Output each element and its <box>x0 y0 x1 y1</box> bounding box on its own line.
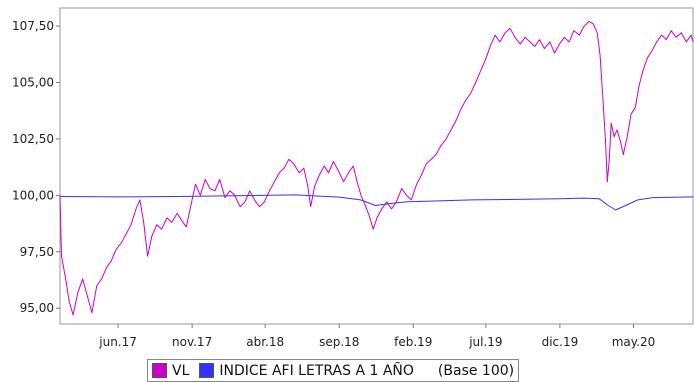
x-tick-label: jun.17 <box>98 335 137 349</box>
legend-label-indice: INDICE AFI LETRAS A 1 AÑO <box>219 362 414 379</box>
plot-area <box>59 7 694 325</box>
series-line-indice <box>59 194 694 211</box>
y-tick-label: 105,00 <box>12 75 54 89</box>
x-axis-ticks: jun.17 nov.17 abr.18 sep.18 feb.19 jul.19 dic.… <box>98 324 655 349</box>
y-tick-label: 100,00 <box>12 188 54 202</box>
legend-item-vl: VL <box>152 363 189 379</box>
series-line-vl <box>59 21 694 316</box>
x-tick-label: sep.18 <box>319 335 359 349</box>
x-tick-label: may.20 <box>612 335 656 349</box>
x-tick-label: jul.19 <box>468 335 502 349</box>
y-tick-label: 107,50 <box>12 19 54 33</box>
legend-swatch-indice <box>199 363 215 378</box>
legend-label-vl: VL <box>172 362 190 379</box>
base-note: (Base 100) <box>437 362 515 379</box>
y-axis-ticks: 107,50 105,00 102,50 100,00 97,50 95,00 <box>12 19 60 315</box>
x-tick-label: dic.19 <box>542 335 579 349</box>
x-tick-label: nov.17 <box>172 335 212 349</box>
series-lines <box>59 21 694 316</box>
x-tick-label: abr.18 <box>246 335 284 349</box>
legend-swatch-vl <box>152 363 167 378</box>
y-tick-label: 102,50 <box>12 132 54 146</box>
legend: VL INDICE AFI LETRAS A 1 AÑO (Base 100) <box>147 359 520 382</box>
x-tick-label: feb.19 <box>394 335 432 349</box>
legend-item-indice: INDICE AFI LETRAS A 1 AÑO <box>199 363 414 379</box>
y-tick-label: 97,50 <box>20 245 54 259</box>
y-tick-label: 95,00 <box>20 301 54 315</box>
